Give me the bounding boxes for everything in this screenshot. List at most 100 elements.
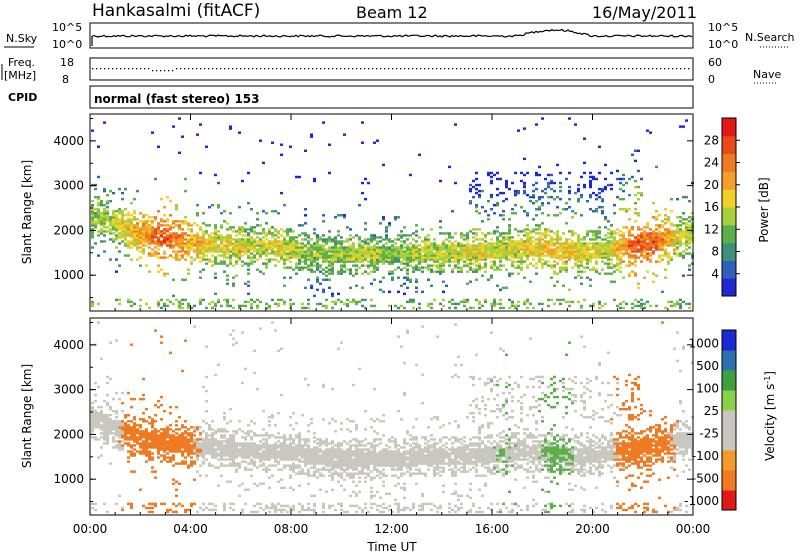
freq-dot: [496, 68, 497, 69]
power-pixel: [214, 256, 217, 258]
velocity-pixel: [292, 438, 295, 440]
velocity-pixel: [199, 464, 202, 466]
velocity-pixel: [142, 418, 145, 420]
power-pixel: [514, 212, 517, 214]
power-pixel: [433, 242, 436, 244]
velocity-pixel: [136, 424, 139, 426]
power-pixel: [544, 188, 547, 190]
power-pixel: [313, 228, 316, 230]
power-pixel: [166, 299, 169, 301]
power-pixel: [412, 238, 415, 240]
velocity-pixel: [142, 398, 145, 400]
power-pixel: [124, 214, 127, 216]
freq-dot: [296, 68, 297, 69]
velocity-pixel: [262, 483, 265, 485]
velocity-pixel: [142, 440, 145, 442]
power-pixel: [100, 240, 103, 242]
power-pixel: [328, 260, 331, 262]
power-pixel: [634, 208, 637, 210]
velocity-pixel: [277, 503, 280, 505]
power-pixel: [550, 277, 553, 279]
power-pixel: [361, 287, 364, 289]
power-pixel: [637, 256, 640, 258]
power-pixel: [265, 242, 268, 244]
power-pixel: [589, 230, 592, 232]
power-pixel: [655, 224, 658, 226]
power-pixel: [181, 135, 184, 137]
velocity-pixel: [172, 434, 175, 436]
velocity-pixel: [202, 386, 205, 388]
power-pixel: [547, 305, 550, 307]
freq-dot: [508, 68, 509, 69]
power-pixel: [277, 230, 280, 232]
power-pixel: [634, 180, 637, 182]
power-pixel: [289, 277, 292, 279]
power-pixel: [532, 190, 535, 192]
power-pixel: [466, 283, 469, 285]
power-pixel: [391, 277, 394, 279]
power-pixel: [433, 270, 436, 272]
velocity-pixel: [235, 468, 238, 470]
velocity-pixel: [268, 424, 271, 426]
power-pixel: [475, 188, 478, 190]
power-pixel: [241, 305, 244, 307]
velocity-pixel: [97, 456, 100, 458]
power-pixel: [397, 216, 400, 218]
power-pixel: [439, 226, 442, 228]
velocity-pixel: [184, 436, 187, 438]
power-pixel: [508, 236, 511, 238]
power-pixel: [367, 238, 370, 240]
velocity-pixel: [226, 430, 229, 432]
power-pixel: [658, 214, 661, 216]
power-pixel: [151, 220, 154, 222]
cpid-label: CPID: [8, 91, 37, 104]
power-pixel: [550, 230, 553, 232]
power-pixel: [613, 281, 616, 283]
velocity-pixel: [169, 352, 172, 354]
power-pixel: [553, 248, 556, 250]
power-pixel: [688, 252, 691, 254]
velocity-pixel: [100, 410, 103, 412]
power-pixel: [412, 299, 415, 301]
power-pixel: [313, 295, 316, 297]
power-pixel: [472, 236, 475, 238]
power-pixel: [286, 266, 289, 268]
power-pixel: [568, 305, 571, 307]
power-pixel: [619, 230, 622, 232]
power-pixel: [163, 220, 166, 222]
power-pixel: [529, 281, 532, 283]
power-pixel: [598, 301, 601, 303]
power-pixel: [559, 299, 562, 301]
velocity-pixel: [160, 404, 163, 406]
power-pixel: [220, 224, 223, 226]
power-pixel: [583, 184, 586, 186]
power-pixel: [244, 262, 247, 264]
power-pixel: [139, 264, 142, 266]
power-pixel: [166, 224, 169, 226]
velocity-pixel: [250, 436, 253, 438]
power-pixel: [676, 246, 679, 248]
power-pixel: [400, 285, 403, 287]
power-pixel: [154, 228, 157, 230]
power-pixel: [337, 270, 340, 272]
power-pixel: [349, 238, 352, 240]
velocity-pixel: [301, 468, 304, 470]
y-tick-label: 4000: [53, 134, 84, 148]
power-pixel: [523, 260, 526, 262]
power-pixel: [496, 236, 499, 238]
velocity-pixel: [262, 450, 265, 452]
power-pixel: [169, 200, 172, 202]
freq-dot: [684, 68, 685, 69]
power-pixel: [145, 220, 148, 222]
velocity-pixel: [109, 414, 112, 416]
power-pixel: [184, 178, 187, 180]
power-pixel: [511, 236, 514, 238]
freq-dot: [164, 70, 165, 71]
power-pixel: [124, 188, 127, 190]
power-pixel: [460, 232, 463, 234]
velocity-pixel: [184, 426, 187, 428]
power-pixel: [463, 264, 466, 266]
power-pixel: [184, 250, 187, 252]
velocity-pixel: [193, 479, 196, 481]
power-pixel: [649, 228, 652, 230]
